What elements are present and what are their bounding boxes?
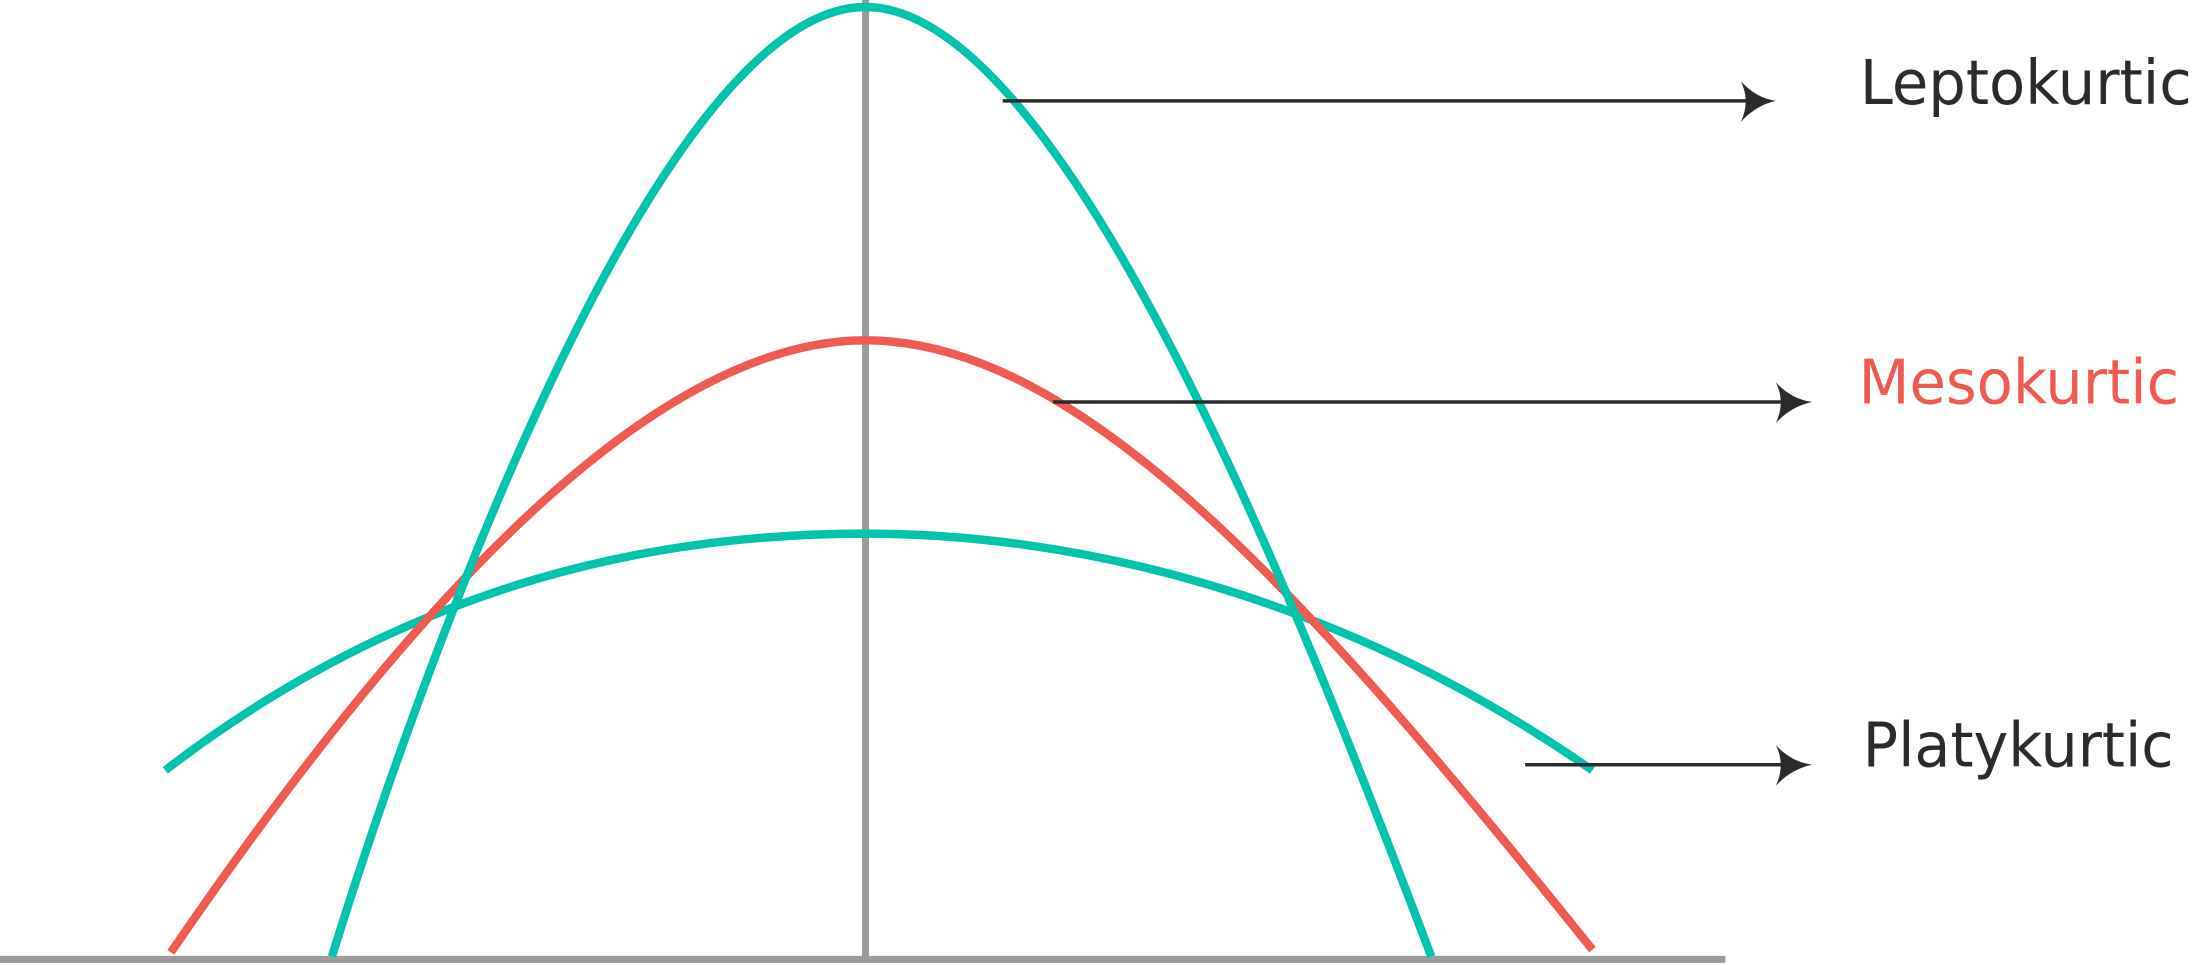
arrowhead: [1775, 382, 1813, 423]
leptokurtic-curve: [327, 2, 1436, 959]
arrowhead: [1740, 81, 1776, 122]
mesokurtic-curve: [167, 336, 1596, 955]
platykurtic-curve: [162, 529, 1595, 774]
platykurtic-label: Platykurtic: [1863, 709, 2174, 781]
arrowhead: [1775, 745, 1813, 786]
leptokurtic-label: Leptokurtic: [1860, 47, 2192, 119]
mesokurtic-label: Mesokurtic: [1858, 347, 2179, 419]
